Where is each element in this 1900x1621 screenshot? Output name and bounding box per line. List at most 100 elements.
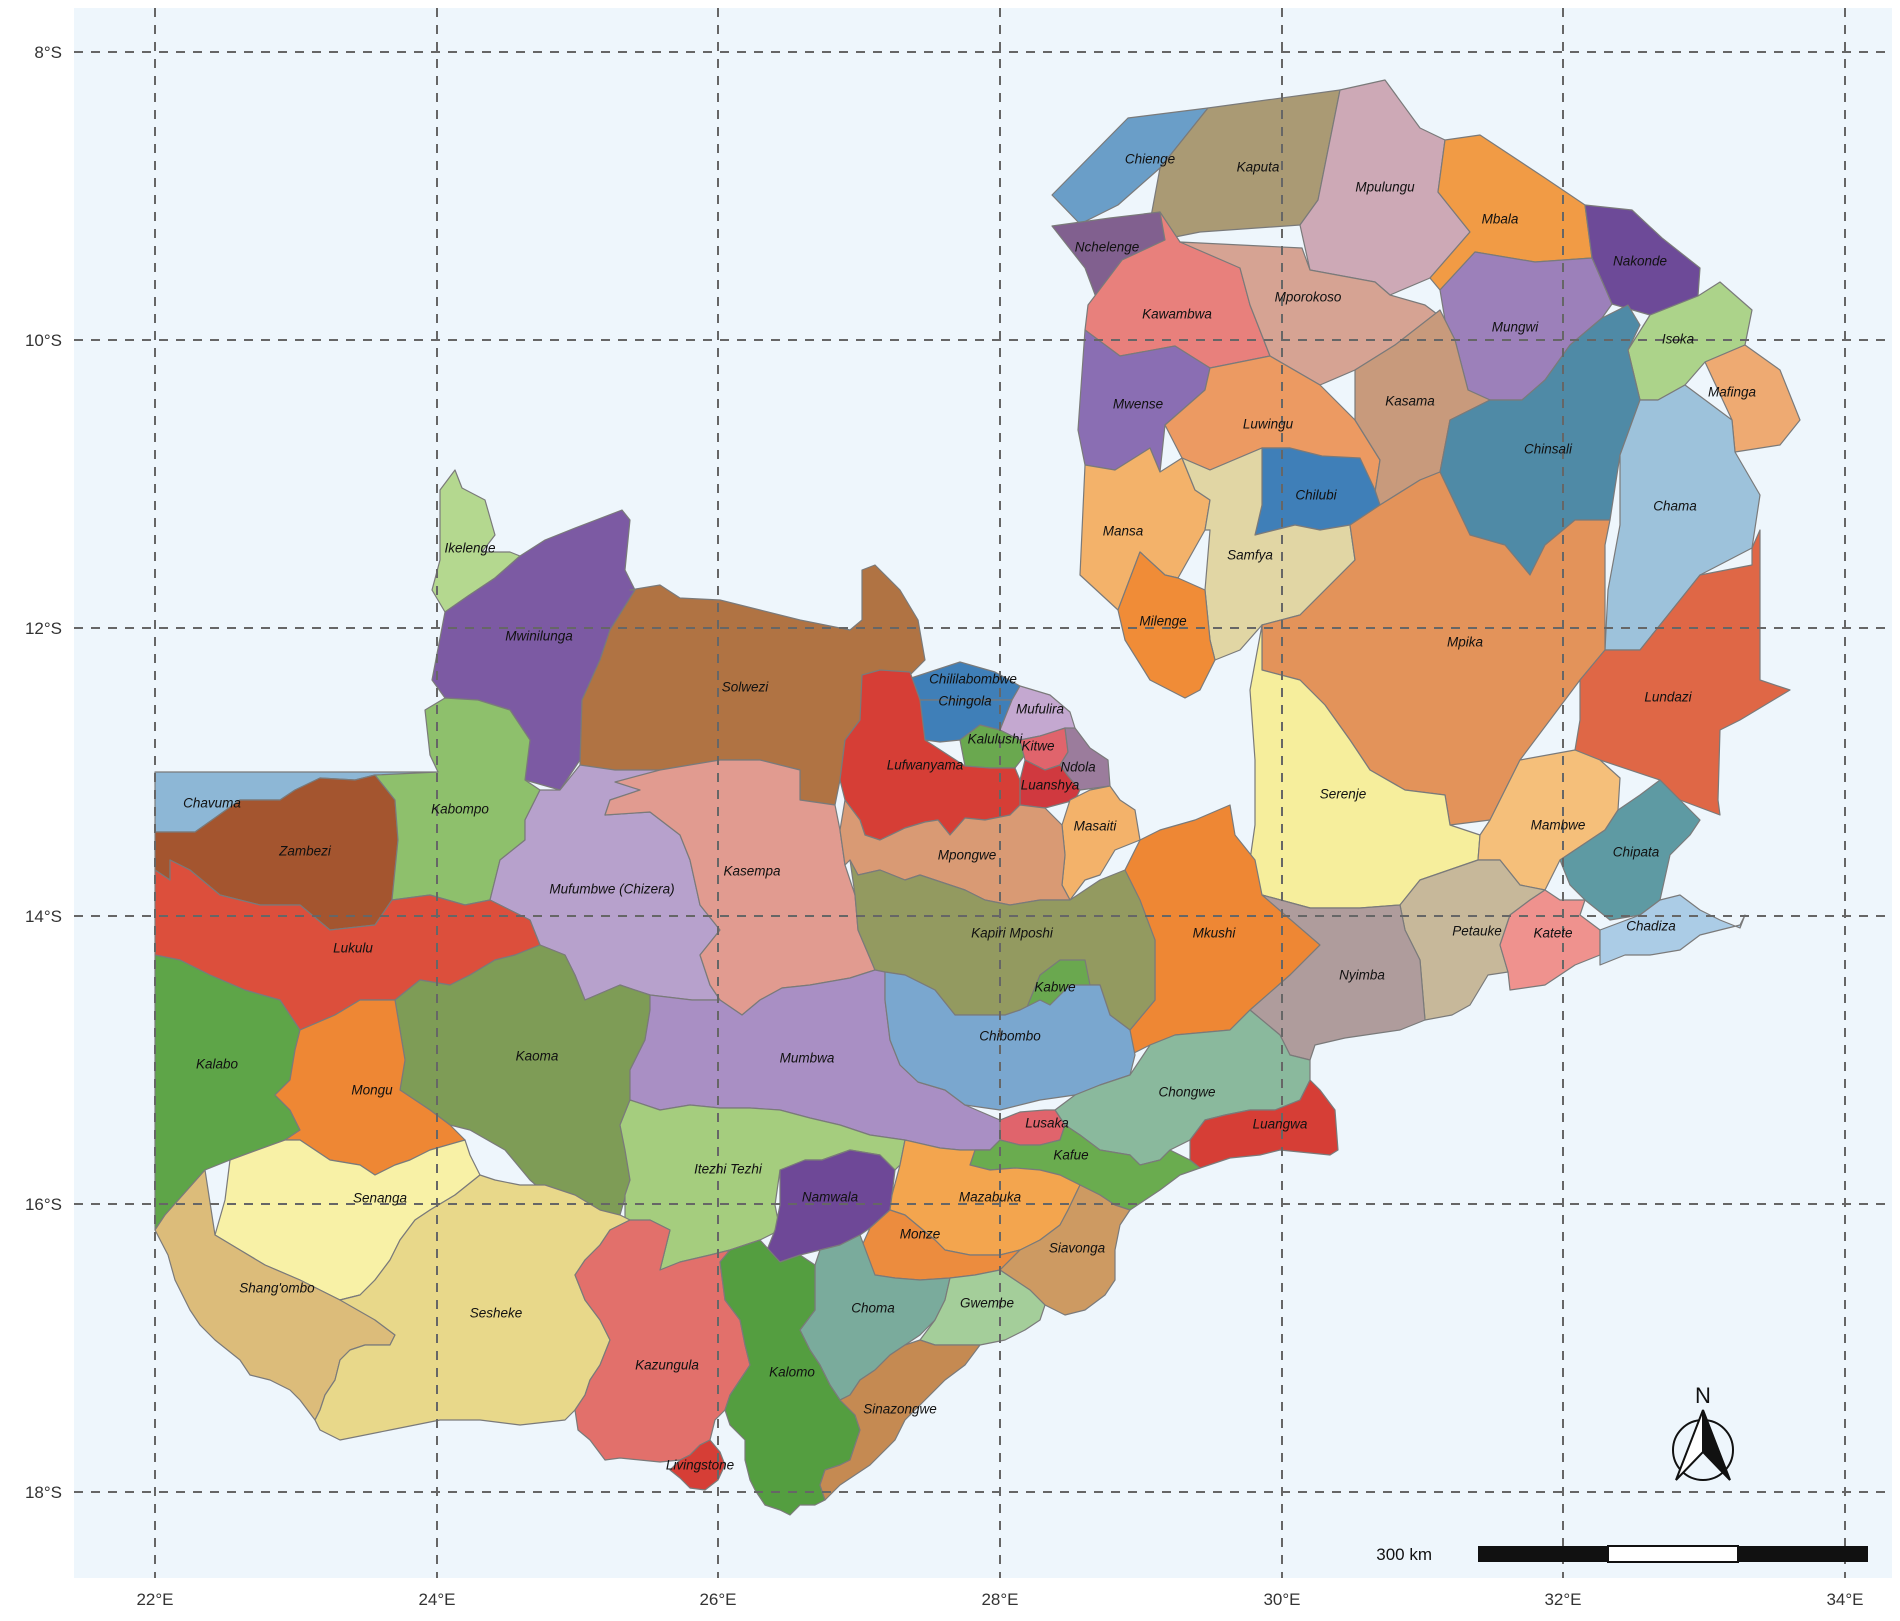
label-chadiza: Chadiza bbox=[1626, 919, 1676, 934]
district-gwembe[interactable] bbox=[919, 1269, 1046, 1346]
label-solwezi: Solwezi bbox=[722, 680, 770, 695]
label-kafue: Kafue bbox=[1053, 1148, 1088, 1163]
lat-label-12s: 12°S bbox=[25, 619, 62, 638]
graticule bbox=[74, 8, 1892, 1578]
scale-bar: 300 km bbox=[1376, 1545, 1868, 1564]
label-mazabuka: Mazabuka bbox=[959, 1190, 1022, 1205]
label-isoka: Isoka bbox=[1662, 332, 1695, 347]
label-chilubi: Chilubi bbox=[1295, 488, 1337, 503]
label-mporokoso: Mporokoso bbox=[1275, 290, 1342, 305]
label-monze: Monze bbox=[900, 1227, 941, 1242]
district-chibombo[interactable] bbox=[884, 971, 1136, 1111]
label-mkushi: Mkushi bbox=[1193, 926, 1237, 941]
label-lufwanyama: Lufwanyama bbox=[887, 758, 964, 773]
label-kasempa: Kasempa bbox=[723, 864, 781, 879]
label-luangwa: Luangwa bbox=[1253, 1117, 1308, 1132]
label-senanga: Senanga bbox=[353, 1191, 408, 1206]
district-nyimba[interactable] bbox=[1249, 894, 1426, 1061]
lon-label-24e: 24°E bbox=[418, 1590, 455, 1609]
label-kazungula: Kazungula bbox=[635, 1358, 699, 1373]
north-arrow: N bbox=[1672, 1383, 1734, 1481]
scale-bar-label: 300 km bbox=[1376, 1545, 1432, 1564]
label-sesheke: Sesheke bbox=[470, 1306, 523, 1321]
label-kabompo: Kabompo bbox=[431, 802, 489, 817]
label-katete: Katete bbox=[1533, 926, 1572, 941]
label-chibombo: Chibombo bbox=[979, 1029, 1041, 1044]
lon-label-32e: 32°E bbox=[1544, 1590, 1581, 1609]
label-petauke: Petauke bbox=[1452, 924, 1502, 939]
label-kasama: Kasama bbox=[1385, 394, 1435, 409]
lat-label-8s: 8°S bbox=[34, 43, 62, 62]
north-arrow-right-half-icon bbox=[1702, 1409, 1731, 1481]
label-milenge: Milenge bbox=[1139, 614, 1186, 629]
label-masaiti: Masaiti bbox=[1074, 819, 1118, 834]
district-siavonga[interactable] bbox=[999, 1184, 1131, 1316]
label-mbala: Mbala bbox=[1482, 212, 1519, 227]
lon-label-34e: 34°E bbox=[1826, 1590, 1863, 1609]
label-lundazi: Lundazi bbox=[1644, 690, 1692, 705]
label-chavuma: Chavuma bbox=[183, 796, 241, 811]
district-ndola[interactable] bbox=[1059, 727, 1111, 791]
label-mufulira: Mufulira bbox=[1016, 702, 1065, 717]
district-mpulungu[interactable] bbox=[1299, 79, 1471, 296]
label-mwense: Mwense bbox=[1113, 397, 1163, 412]
label-choma: Choma bbox=[851, 1301, 895, 1316]
label-chililabombwe: Chililabombwe bbox=[929, 672, 1017, 687]
axis-labels: 8°S 10°S 12°S 14°S 16°S 18°S 22°E 24°E 2… bbox=[25, 43, 1864, 1609]
north-arrow-label: N bbox=[1695, 1383, 1711, 1408]
label-luwingu: Luwingu bbox=[1243, 417, 1294, 432]
lon-label-26e: 26°E bbox=[699, 1590, 736, 1609]
label-kaoma: Kaoma bbox=[516, 1049, 559, 1064]
lat-label-10s: 10°S bbox=[25, 331, 62, 350]
label-chongwe: Chongwe bbox=[1158, 1085, 1215, 1100]
lat-label-14s: 14°S bbox=[25, 907, 62, 926]
label-chinsali: Chinsali bbox=[1524, 442, 1573, 457]
scale-bar-segment-3 bbox=[1738, 1546, 1868, 1562]
label-nchelenge: Nchelenge bbox=[1075, 240, 1140, 255]
label-kalomo: Kalomo bbox=[769, 1365, 815, 1380]
lat-label-18s: 18°S bbox=[25, 1483, 62, 1502]
label-namwala: Namwala bbox=[802, 1190, 859, 1205]
label-ndola: Ndola bbox=[1060, 760, 1096, 775]
label-mongu: Mongu bbox=[351, 1083, 393, 1098]
label-serenje: Serenje bbox=[1320, 787, 1367, 802]
label-livingstone: Livingstone bbox=[666, 1458, 734, 1473]
district-livingstone[interactable] bbox=[669, 1439, 726, 1491]
label-chipata: Chipata bbox=[1613, 845, 1660, 860]
scale-bar-segment-2 bbox=[1607, 1545, 1739, 1563]
lat-label-16s: 16°S bbox=[25, 1195, 62, 1214]
label-mpongwe: Mpongwe bbox=[938, 848, 997, 863]
label-mambwe: Mambwe bbox=[1531, 818, 1586, 833]
label-samfya: Samfya bbox=[1227, 548, 1273, 563]
label-mpika: Mpika bbox=[1447, 635, 1484, 650]
scale-bar-segment-1 bbox=[1478, 1546, 1608, 1562]
district-sinazongwe[interactable] bbox=[819, 1339, 981, 1501]
lon-label-22e: 22°E bbox=[136, 1590, 173, 1609]
label-mpulungu: Mpulungu bbox=[1355, 180, 1415, 195]
label-lukulu: Lukulu bbox=[333, 941, 373, 956]
label-mafinga: Mafinga bbox=[1708, 385, 1757, 400]
label-chama: Chama bbox=[1653, 499, 1697, 514]
label-kaputa: Kaputa bbox=[1237, 160, 1280, 175]
label-mwinilunga: Mwinilunga bbox=[505, 629, 573, 644]
label-siavonga: Siavonga bbox=[1049, 1241, 1106, 1256]
label-mansa: Mansa bbox=[1103, 524, 1144, 539]
label-lusaka: Lusaka bbox=[1025, 1116, 1069, 1131]
label-kapiri-mposhi: Kapiri Mposhi bbox=[971, 926, 1054, 941]
district-milenge[interactable] bbox=[1117, 551, 1216, 699]
label-ikelenge: Ikelenge bbox=[444, 541, 495, 556]
label-kitwe: Kitwe bbox=[1021, 739, 1054, 754]
label-kawambwa: Kawambwa bbox=[1142, 307, 1212, 322]
label-itezhi-tezhi: Itezhi Tezhi bbox=[694, 1162, 763, 1177]
label-nyimba: Nyimba bbox=[1339, 968, 1385, 983]
label-zambezi: Zambezi bbox=[278, 844, 332, 859]
label-kalabo: Kalabo bbox=[196, 1057, 239, 1072]
label-gwembe: Gwembe bbox=[960, 1296, 1014, 1311]
label-luanshya: Luanshya bbox=[1021, 778, 1080, 793]
lon-label-30e: 30°E bbox=[1263, 1590, 1300, 1609]
district-mwense[interactable] bbox=[1077, 329, 1211, 473]
lon-label-28e: 28°E bbox=[981, 1590, 1018, 1609]
label-shangombo: Shang'ombo bbox=[239, 1281, 315, 1296]
